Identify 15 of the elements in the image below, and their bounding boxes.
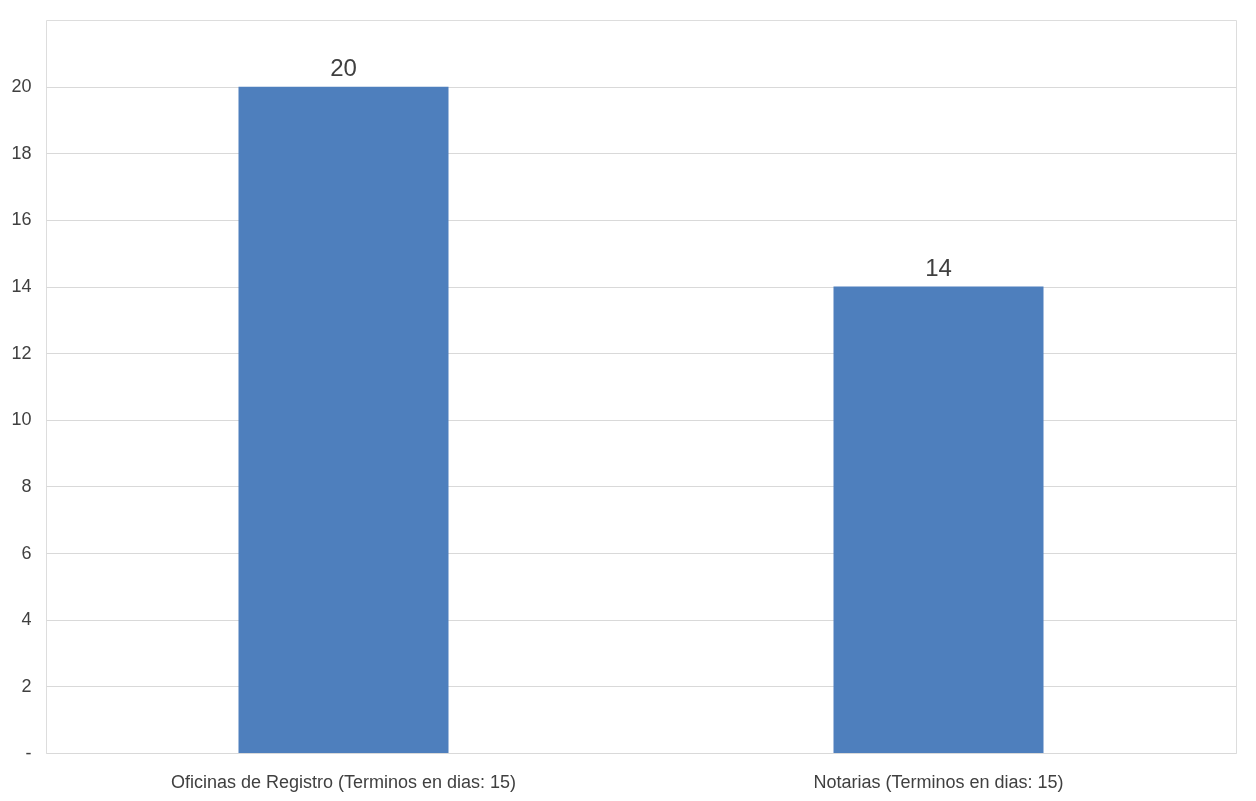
x-tick-label: Oficinas de Registro (Terminos en dias: 15) xyxy=(170,771,517,792)
y-tick-label: 4 xyxy=(21,609,32,630)
data-label: 20 xyxy=(330,53,357,81)
y-tick-label: - xyxy=(25,742,32,763)
y-tick-label: 16 xyxy=(11,209,32,230)
y-tick-label: 14 xyxy=(11,276,32,297)
y-tick-label: 18 xyxy=(11,142,32,163)
y-tick-label: 10 xyxy=(11,409,32,430)
y-tick-label: 6 xyxy=(21,542,32,563)
y-tick-label: 2 xyxy=(21,675,32,696)
y-tick-label: 8 xyxy=(21,475,32,496)
y-tick-label: 12 xyxy=(11,342,32,363)
x-tick-label: Notarias (Terminos en dias: 15) xyxy=(813,771,1064,792)
data-label: 14 xyxy=(925,253,952,281)
y-tick-label: 20 xyxy=(11,76,32,97)
